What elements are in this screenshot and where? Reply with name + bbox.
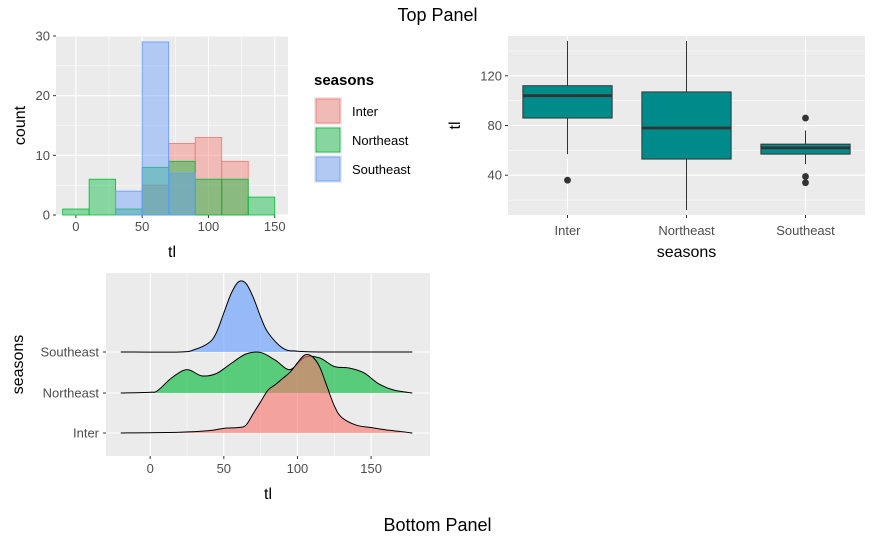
histogram-y-tick-label: 0	[43, 208, 50, 223]
boxplot-y-tick-label: 80	[488, 118, 502, 133]
histogram-bar-inter	[194, 137, 223, 216]
boxplot-x-axis-label: seasons	[657, 244, 717, 261]
ridgeline-chart: 0 50 100 150 Southeast Northeast Inter tl season…	[10, 273, 430, 503]
histogram-bar-northeast	[168, 160, 196, 216]
ridgeline-line-southeast	[120, 280, 413, 353]
ridgeline-y-tick-label: Northeast	[43, 386, 100, 401]
legend-label-northeast: Northeast	[352, 133, 409, 148]
histogram-bar-northeast	[247, 196, 276, 216]
boxplot-y-axis-label: tl	[447, 122, 464, 130]
ridgeline-line-inter	[120, 354, 413, 434]
histogram-bar-inter	[168, 142, 196, 216]
histogram-bar-southeast	[141, 41, 170, 216]
histogram-x-tick-label: 0	[72, 219, 79, 234]
histogram-legend: seasons Inter Northeast Southeast	[314, 72, 411, 183]
histogram-y-tick-label: 20	[36, 88, 50, 103]
histogram-bar-northeast	[194, 178, 223, 216]
ridgeline-x-tick-label: 150	[360, 461, 382, 476]
legend-key-bg	[314, 97, 342, 125]
histogram-x-tick-label: 100	[198, 219, 220, 234]
ridgeline-x-tick-label: 0	[147, 461, 154, 476]
ridgeline-x-axis-label: tl	[264, 486, 272, 503]
ridgeline-area-southeast	[187, 280, 298, 352]
ridgeline-y-axis-label: seasons	[10, 335, 27, 395]
boxplot-x-tick-label: Inter	[554, 223, 581, 238]
boxplot-x-tick-label: Southeast	[776, 223, 835, 238]
boxplot-outlier	[802, 179, 809, 187]
top-panel-title: Top Panel	[397, 5, 478, 25]
ridgeline-y-tick-label: Southeast	[40, 345, 99, 360]
histogram-bar-southeast	[115, 190, 143, 216]
legend-label-inter: Inter	[352, 104, 379, 119]
ridgeline-area-northeast	[150, 351, 408, 393]
boxplot-x-tick-label: Northeast	[658, 223, 715, 238]
ridgeline-area-inter	[179, 354, 413, 433]
histogram-bar-northeast	[221, 178, 249, 216]
boxplot-outlier	[564, 176, 571, 184]
histogram-chart: 0 50 100 150 0 10 20 30 tl count	[12, 29, 288, 261]
boxplot-box-inter	[522, 85, 613, 119]
histogram-y-axis-label: count	[12, 105, 29, 145]
ridgeline-x-tick-label: 50	[217, 461, 231, 476]
histogram-bar-northeast	[62, 208, 90, 216]
ridgeline-x-tick-label: 100	[287, 461, 309, 476]
legend-swatch-southeast	[315, 156, 341, 182]
histogram-x-tick-label: 50	[135, 219, 149, 234]
boxplot-y-tick-label: 40	[488, 168, 502, 183]
histogram-bar-northeast	[88, 178, 117, 216]
legend-key-bg	[314, 126, 342, 154]
legend-label-southeast: Southeast	[352, 162, 411, 177]
legend-title: seasons	[314, 72, 374, 89]
boxplot-outlier	[802, 173, 809, 180]
boxplot-y-tick-label: 120	[480, 68, 502, 83]
ridgeline-y-tick-label: Inter	[73, 426, 100, 441]
histogram-x-tick-label: 150	[264, 219, 286, 234]
boxplot-chart: 40 80 120 Inter Northeast Southeast seasons tl	[447, 36, 865, 261]
histogram-x-axis-label: tl	[168, 244, 176, 261]
boxplot-outlier	[802, 114, 809, 122]
ridgeline-line-northeast	[120, 351, 413, 394]
boxplot-box-northeast	[641, 91, 732, 160]
histogram-y-tick-label: 10	[36, 148, 50, 163]
histogram-y-tick-label: 30	[36, 29, 50, 44]
legend-swatch-inter	[315, 98, 341, 124]
histogram-bar-southeast	[168, 172, 196, 216]
histogram-bar-inter	[141, 184, 170, 216]
bottom-panel-title: Bottom Panel	[383, 515, 492, 535]
legend-swatch-northeast	[315, 127, 341, 153]
legend-key-bg	[314, 155, 342, 183]
